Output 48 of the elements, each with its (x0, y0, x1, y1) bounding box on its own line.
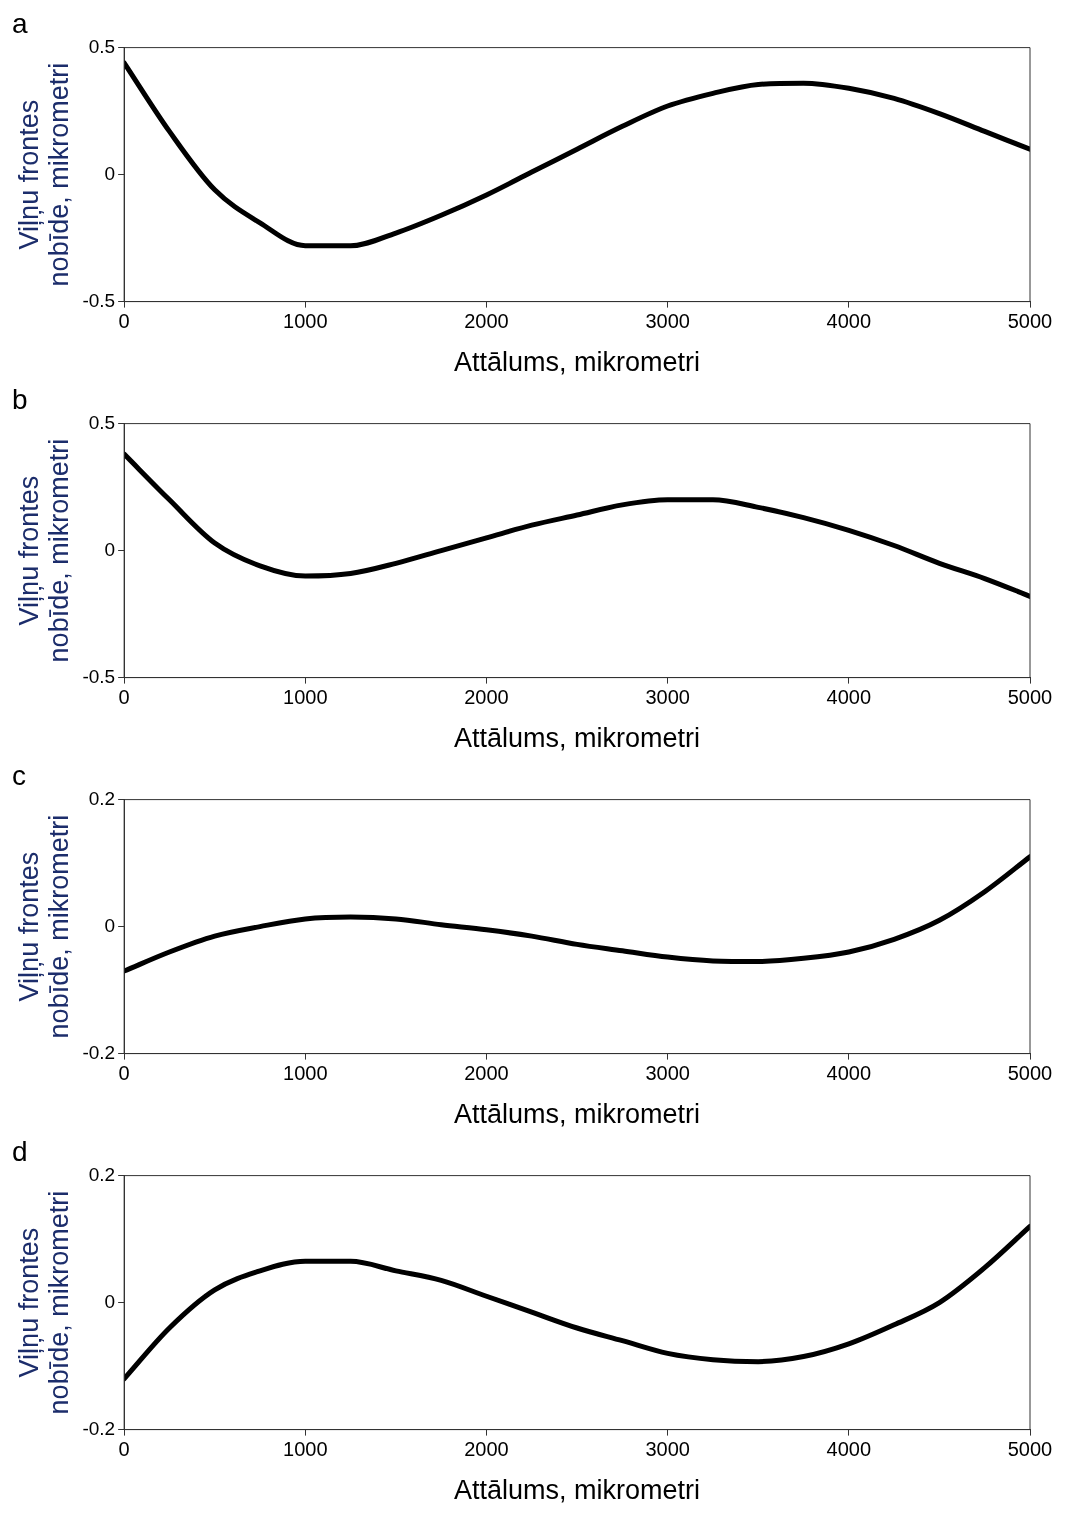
y-tick-label: 0 (104, 1290, 116, 1312)
chart-title: a (12, 7, 28, 39)
x-tick-label: 4000 (826, 1438, 872, 1461)
x-axis-title: Attālums, mikrometri (454, 347, 701, 378)
y-tick-label: 0.5 (88, 411, 116, 433)
x-tick-label: 3000 (645, 1062, 690, 1085)
x-tick-label: 4000 (826, 686, 872, 709)
x-tick-label: 5000 (1007, 1438, 1053, 1461)
y-tick-label: 0 (104, 162, 116, 184)
x-tick-label: 2000 (464, 1062, 509, 1085)
x-tick-label: 0 (118, 686, 130, 709)
x-tick-label: 5000 (1007, 1062, 1053, 1085)
y-tick-label: 0.2 (88, 787, 116, 809)
x-axis-title: Attālums, mikrometri (454, 723, 701, 754)
y-axis-title: Viļņu frontes nobīde, mikrometri (14, 438, 74, 663)
y-tick-label: -0.2 (82, 1041, 116, 1063)
x-tick-label: 2000 (464, 686, 509, 709)
x-tick-label: 3000 (645, 1438, 690, 1461)
x-tick-label: 0 (118, 1438, 130, 1461)
x-tick-label: 1000 (283, 686, 328, 709)
y-axis-title: Viļņu frontes nobīde, mikrometri (14, 1190, 74, 1415)
y-axis-title: Viļņu frontes nobīde, mikrometri (14, 814, 74, 1039)
x-tick-label: 1000 (283, 1438, 328, 1461)
x-tick-label: 4000 (826, 1062, 872, 1085)
y-axis-title: Viļņu frontes nobīde, mikrometri (14, 62, 74, 287)
x-tick-label: 3000 (645, 686, 690, 709)
x-tick-label: 0 (118, 310, 130, 333)
x-tick-label: 4000 (826, 310, 872, 333)
x-axis-title: Attālums, mikrometri (454, 1099, 701, 1130)
x-tick-label: 1000 (283, 1062, 328, 1085)
x-tick-label: 3000 (645, 310, 690, 333)
x-tick-label: 2000 (464, 310, 509, 333)
y-tick-label: 0.2 (88, 1163, 116, 1185)
x-axis-title: Attālums, mikrometri (454, 1475, 701, 1506)
y-tick-label: 0 (104, 914, 116, 936)
y-tick-label: 0.5 (88, 35, 116, 57)
y-tick-label: -0.5 (82, 289, 116, 311)
x-tick-label: 2000 (464, 1438, 509, 1461)
chart-title: b (12, 383, 28, 415)
chart-title: c (12, 759, 26, 791)
chart-title: d (12, 1135, 28, 1167)
y-tick-label: -0.2 (82, 1417, 116, 1439)
y-tick-label: -0.5 (82, 665, 116, 687)
x-tick-label: 5000 (1007, 310, 1053, 333)
x-tick-label: 5000 (1007, 686, 1053, 709)
y-tick-label: 0 (104, 538, 116, 560)
x-tick-label: 0 (118, 1062, 130, 1085)
x-tick-label: 1000 (283, 310, 328, 333)
